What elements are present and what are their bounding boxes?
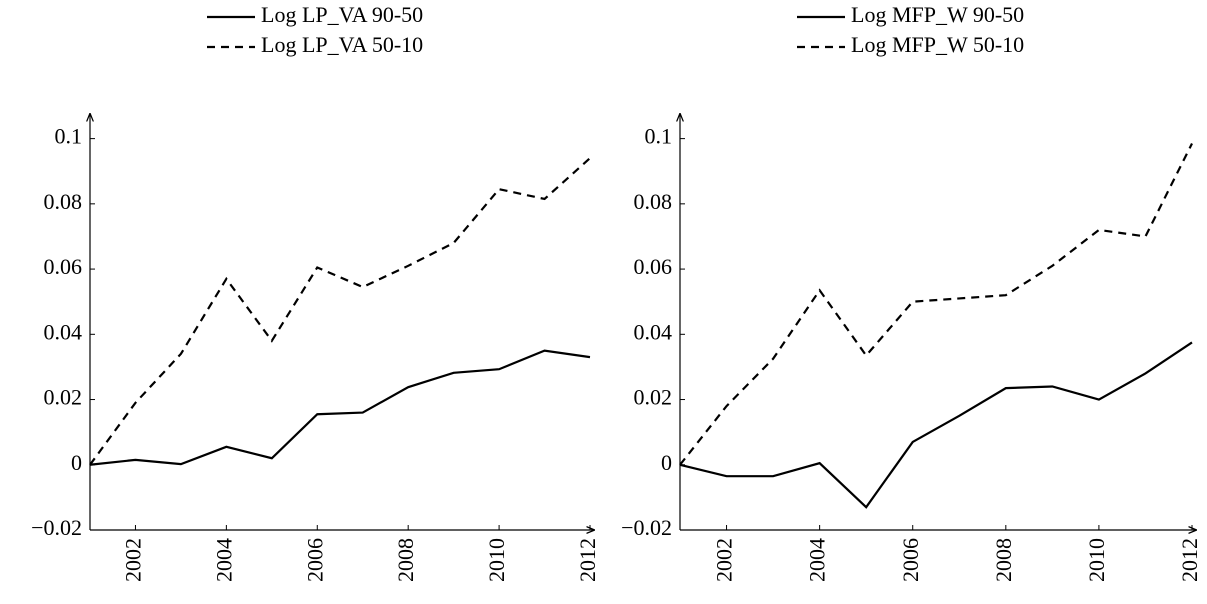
chart-panel: −0.02 0 0.02 0.04 0.06 0.08 0.1 2002 2004 2006 200…	[31, 2, 600, 582]
legend-label: Log MFP_W 90-50	[851, 2, 1024, 27]
x-tick-label: 2008	[991, 538, 1016, 582]
y-tick-label: 0.06	[634, 254, 673, 279]
y-tick-label: 0	[71, 450, 82, 475]
x-tick-label: 2002	[712, 538, 737, 582]
x-tick-label: 2012	[1177, 538, 1202, 582]
legend-label: Log LP_VA 90-50	[261, 2, 423, 27]
x-tick-label: 2010	[484, 538, 509, 582]
x-tick-label: 2010	[1084, 538, 1109, 582]
line-series	[89, 349, 591, 466]
y-tick-label: 0.1	[645, 124, 673, 149]
y-tick-label: 0.02	[634, 385, 673, 410]
x-tick-label: 2008	[393, 538, 418, 582]
x-tick-label: 2012	[575, 538, 600, 582]
y-tick-label: 0.04	[44, 319, 83, 344]
y-tick-label: 0.08	[44, 189, 83, 214]
x-tick-label: 2004	[805, 538, 830, 582]
y-tick-label: 0.04	[634, 319, 673, 344]
y-tick-label: 0.1	[55, 124, 83, 149]
line-series	[679, 341, 1193, 509]
line-series	[89, 157, 591, 466]
y-tick-label: 0.06	[44, 254, 83, 279]
x-tick-label: 2002	[121, 538, 146, 582]
y-tick-label: 0	[661, 450, 672, 475]
x-tick-label: 2006	[898, 538, 923, 582]
y-tick-label: 0.02	[44, 385, 83, 410]
legend-label: Log MFP_W 50-10	[851, 32, 1024, 57]
legend-label: Log LP_VA 50-10	[261, 32, 423, 57]
y-tick-label: 0.08	[634, 189, 673, 214]
y-tick-label: −0.02	[31, 515, 82, 540]
line-series	[679, 143, 1193, 466]
chart-panel: −0.02 0 0.02 0.04 0.06 0.08 0.1 2002 2004 2006 200…	[621, 2, 1202, 582]
y-tick-label: −0.02	[621, 515, 672, 540]
x-tick-label: 2004	[211, 538, 236, 582]
x-tick-label: 2006	[302, 538, 327, 582]
